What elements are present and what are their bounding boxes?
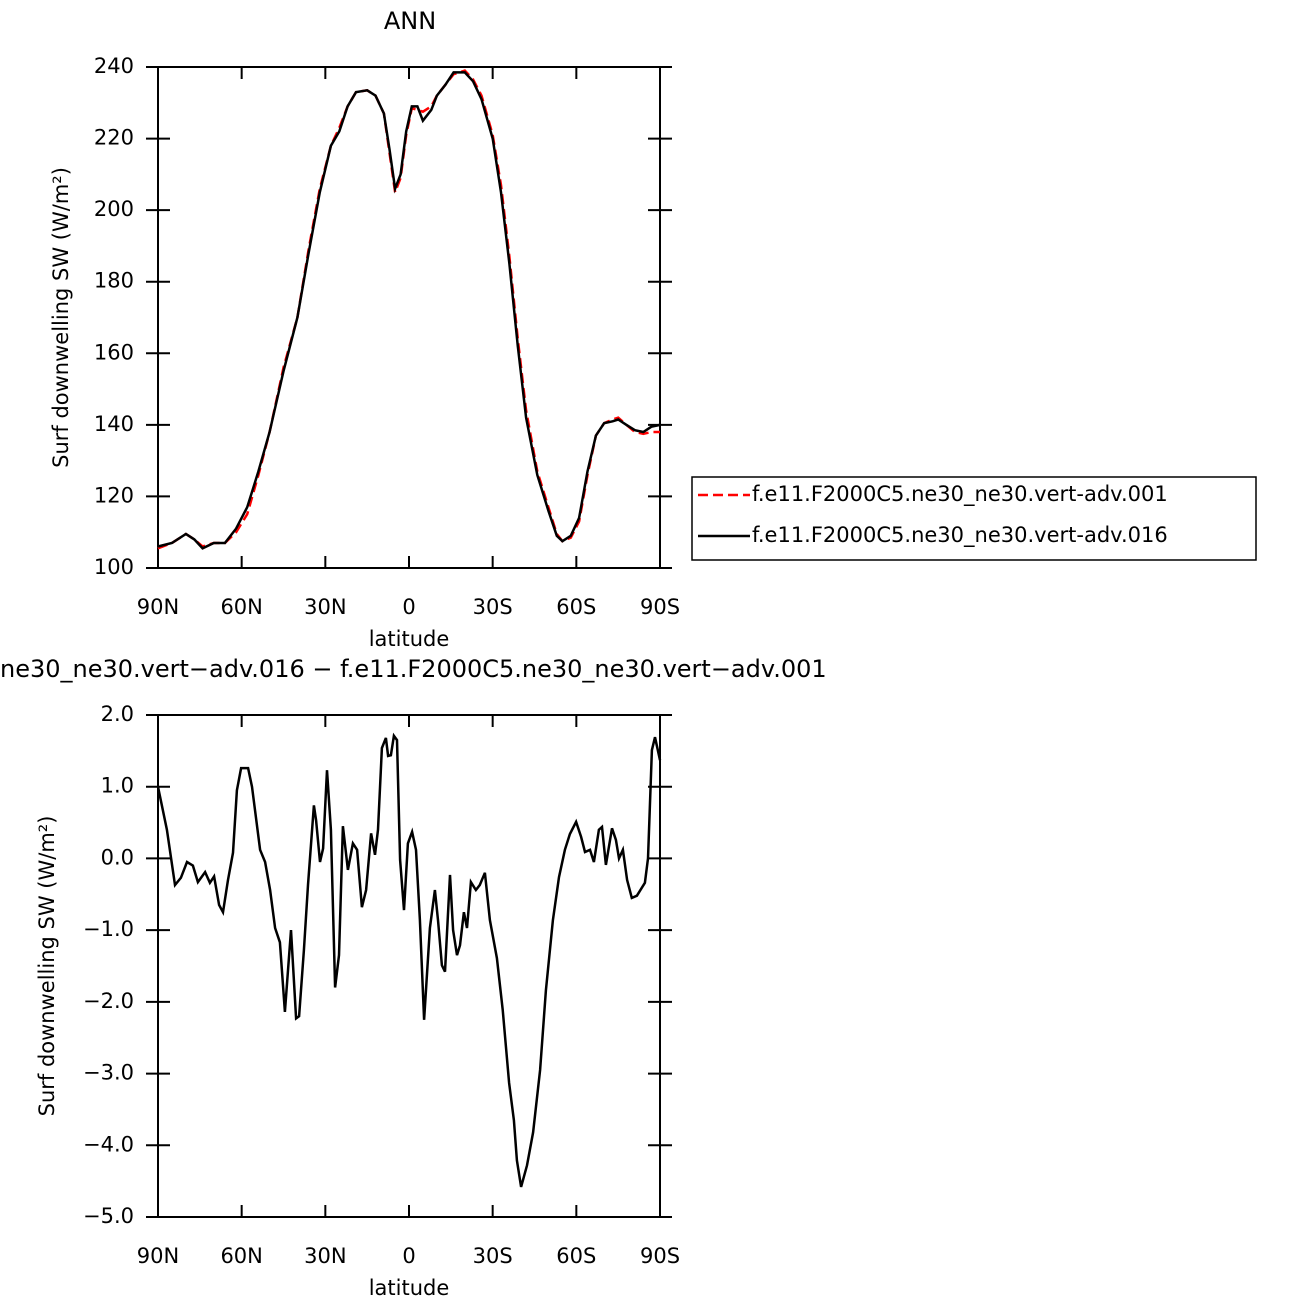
y-tick-label: −5.0 (83, 1204, 134, 1228)
chart-title: ne30_ne30.vert−adv.016 − f.e11.F2000C5.n… (0, 655, 827, 683)
y-tick-label: −2.0 (83, 989, 134, 1013)
y-tick-label: 200 (94, 197, 134, 221)
x-tick-label: 90N (137, 1244, 179, 1268)
y-tick-label: 220 (94, 126, 134, 150)
y-tick-label: 100 (94, 555, 134, 579)
y-axis-label: Surf downwelling SW (W/m²) (49, 167, 73, 468)
x-tick-label: 0 (402, 1244, 415, 1268)
x-tick-label: 30N (304, 595, 346, 619)
x-tick-label: 30S (473, 1244, 513, 1268)
y-tick-label: 240 (94, 54, 134, 78)
x-tick-label: 30S (473, 595, 513, 619)
x-tick-label: 60N (220, 595, 262, 619)
data-line (157, 71, 661, 550)
x-tick-label: 60S (556, 1244, 596, 1268)
y-tick-label: −3.0 (83, 1061, 134, 1085)
y-tick-label: 0.0 (101, 845, 134, 869)
data-line (156, 732, 662, 1188)
x-tick-label: 0 (402, 595, 415, 619)
x-tick-label: 30N (304, 1244, 346, 1268)
plot-frame (157, 66, 661, 569)
x-tick-label: 90S (640, 1244, 680, 1268)
x-tick-label: 90S (640, 595, 680, 619)
legend-label: f.e11.F2000C5.ne30_ne30.vert-adv.001 (752, 482, 1168, 507)
y-tick-label: −4.0 (83, 1132, 134, 1156)
data-line (157, 69, 660, 550)
plot-frame (157, 714, 661, 1218)
chart-title: ANN (384, 7, 436, 35)
x-tick-label: 90N (137, 595, 179, 619)
y-tick-label: 140 (94, 412, 134, 436)
y-tick-label: 120 (94, 483, 134, 507)
x-axis-label: latitude (369, 627, 450, 651)
x-tick-label: 60N (220, 1244, 262, 1268)
x-tick-label: 60S (556, 595, 596, 619)
y-tick-label: 2.0 (101, 702, 134, 726)
y-tick-label: −1.0 (83, 917, 134, 941)
y-axis-label: Surf downwelling SW (W/m²) (35, 816, 59, 1117)
legend-label: f.e11.F2000C5.ne30_ne30.vert-adv.016 (752, 523, 1168, 548)
y-tick-label: 160 (94, 340, 134, 364)
x-axis-label: latitude (369, 1276, 450, 1300)
y-tick-label: 180 (94, 269, 134, 293)
legend-box (691, 476, 1257, 561)
y-tick-label: 1.0 (101, 774, 134, 798)
